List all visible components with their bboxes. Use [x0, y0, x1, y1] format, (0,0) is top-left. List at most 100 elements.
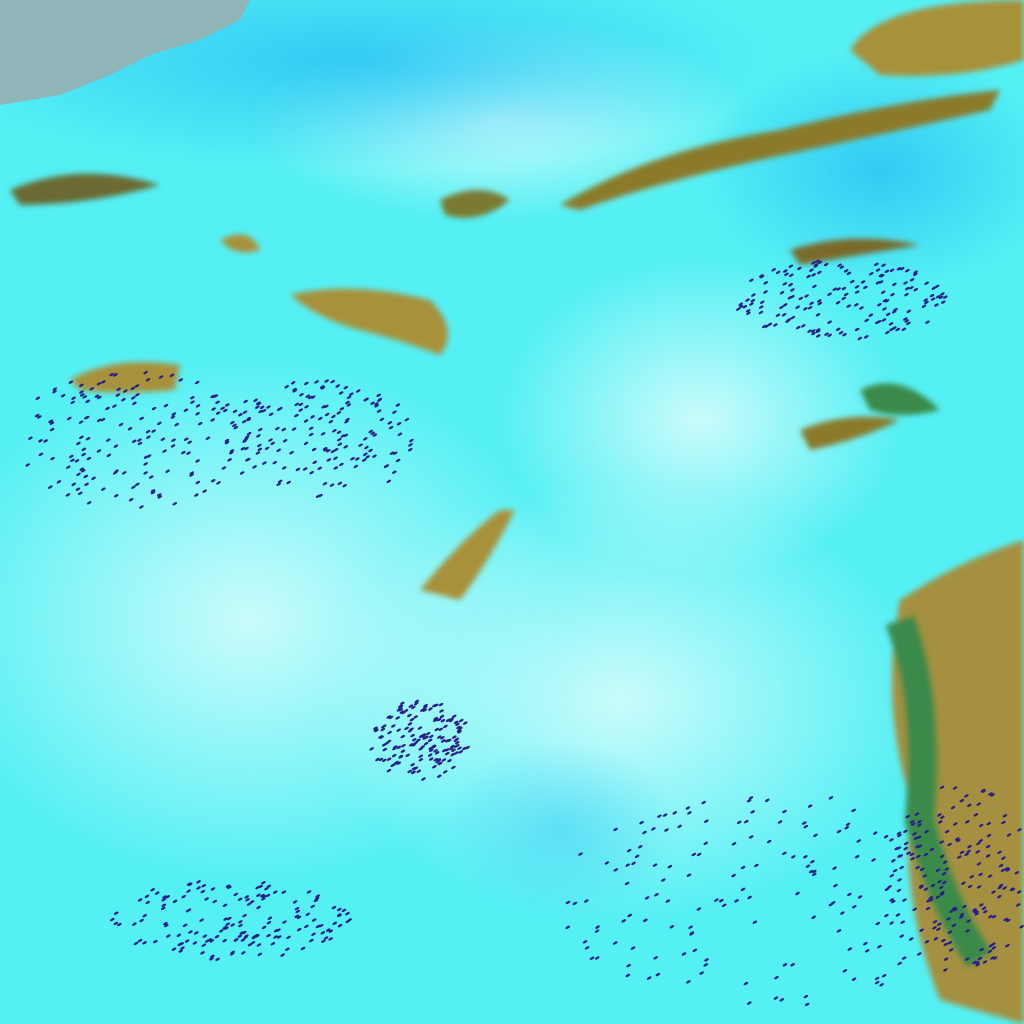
speckle — [266, 933, 271, 938]
blue-cloud-areas — [0, 0, 1024, 920]
speckle — [404, 726, 409, 730]
speckle — [930, 297, 936, 301]
speckle — [428, 707, 433, 711]
speckle — [413, 715, 418, 719]
speckle — [935, 895, 941, 899]
speckle — [346, 403, 352, 407]
speckle — [832, 287, 837, 291]
speckle — [113, 921, 119, 926]
speckle — [216, 481, 221, 485]
speckle — [932, 920, 938, 924]
speckle — [79, 467, 84, 471]
speckle — [613, 827, 618, 832]
speckle — [202, 489, 207, 493]
speckle — [242, 439, 247, 443]
speckle — [973, 813, 979, 817]
speckle — [763, 290, 768, 294]
speckle — [257, 428, 263, 432]
speckle — [985, 854, 991, 858]
speckle — [395, 403, 401, 407]
speckle — [1017, 828, 1022, 832]
speckle — [276, 928, 281, 932]
speckle — [902, 898, 907, 902]
speckle — [638, 845, 643, 849]
speckle — [436, 717, 442, 722]
speckle — [96, 449, 102, 453]
speckle — [456, 725, 461, 730]
speckle — [810, 860, 815, 864]
speckle — [171, 438, 176, 442]
speckle — [953, 822, 958, 826]
speckle — [884, 299, 890, 303]
speckle — [318, 416, 323, 421]
speckle — [89, 387, 94, 391]
speckle — [34, 413, 40, 418]
speckle — [841, 286, 847, 291]
speckle — [878, 280, 884, 284]
speckle — [401, 744, 406, 748]
speckle — [156, 493, 162, 497]
speckle — [874, 976, 880, 981]
speckle — [910, 857, 915, 861]
speckle — [939, 892, 945, 896]
speckle — [427, 753, 433, 757]
speckle — [439, 714, 445, 719]
speckle — [939, 785, 945, 790]
speckle — [434, 727, 440, 732]
speckle — [943, 295, 948, 299]
speckle — [243, 399, 248, 404]
speckle — [392, 745, 398, 749]
speckle — [998, 864, 1004, 868]
speckle — [850, 279, 855, 284]
speckle — [81, 447, 87, 452]
speckle — [809, 268, 814, 272]
speckle — [790, 963, 795, 967]
speckle — [115, 393, 121, 397]
speckle — [863, 942, 868, 946]
speckle — [186, 451, 191, 455]
speckle — [746, 799, 752, 803]
speckle — [748, 796, 754, 800]
speckle — [746, 311, 751, 315]
speckle — [454, 751, 459, 755]
speckle — [959, 912, 965, 917]
speckle — [329, 483, 335, 487]
speckle — [448, 718, 454, 723]
speckle — [965, 929, 970, 933]
speckle — [116, 387, 121, 391]
speckle — [160, 437, 166, 441]
speckle — [210, 887, 216, 891]
speckle — [324, 412, 330, 417]
speckle — [967, 884, 973, 889]
speckle — [246, 432, 252, 436]
speckle — [193, 931, 199, 935]
speckle — [888, 322, 894, 326]
speckle — [305, 394, 310, 398]
speckle — [904, 319, 909, 323]
speckle — [309, 938, 314, 943]
speckle — [222, 939, 227, 943]
speckle — [431, 744, 436, 748]
speckle — [883, 835, 889, 839]
speckle — [407, 729, 413, 733]
speckle — [773, 323, 778, 327]
speckle — [896, 267, 902, 271]
speckle — [358, 443, 363, 447]
speckle — [150, 888, 155, 892]
speckle — [160, 906, 166, 911]
speckle — [976, 885, 982, 889]
speckle — [714, 898, 719, 902]
speckle — [66, 465, 71, 469]
speckle — [247, 943, 253, 947]
speckle — [847, 892, 852, 897]
speckle — [225, 884, 231, 888]
speckle — [298, 408, 303, 412]
speckle — [884, 913, 889, 918]
speckle — [276, 482, 281, 486]
speckle — [851, 977, 857, 981]
speckle — [967, 803, 972, 807]
speckle — [386, 739, 392, 744]
speckle — [341, 908, 347, 913]
speckle — [166, 934, 171, 938]
speckle — [812, 872, 817, 877]
